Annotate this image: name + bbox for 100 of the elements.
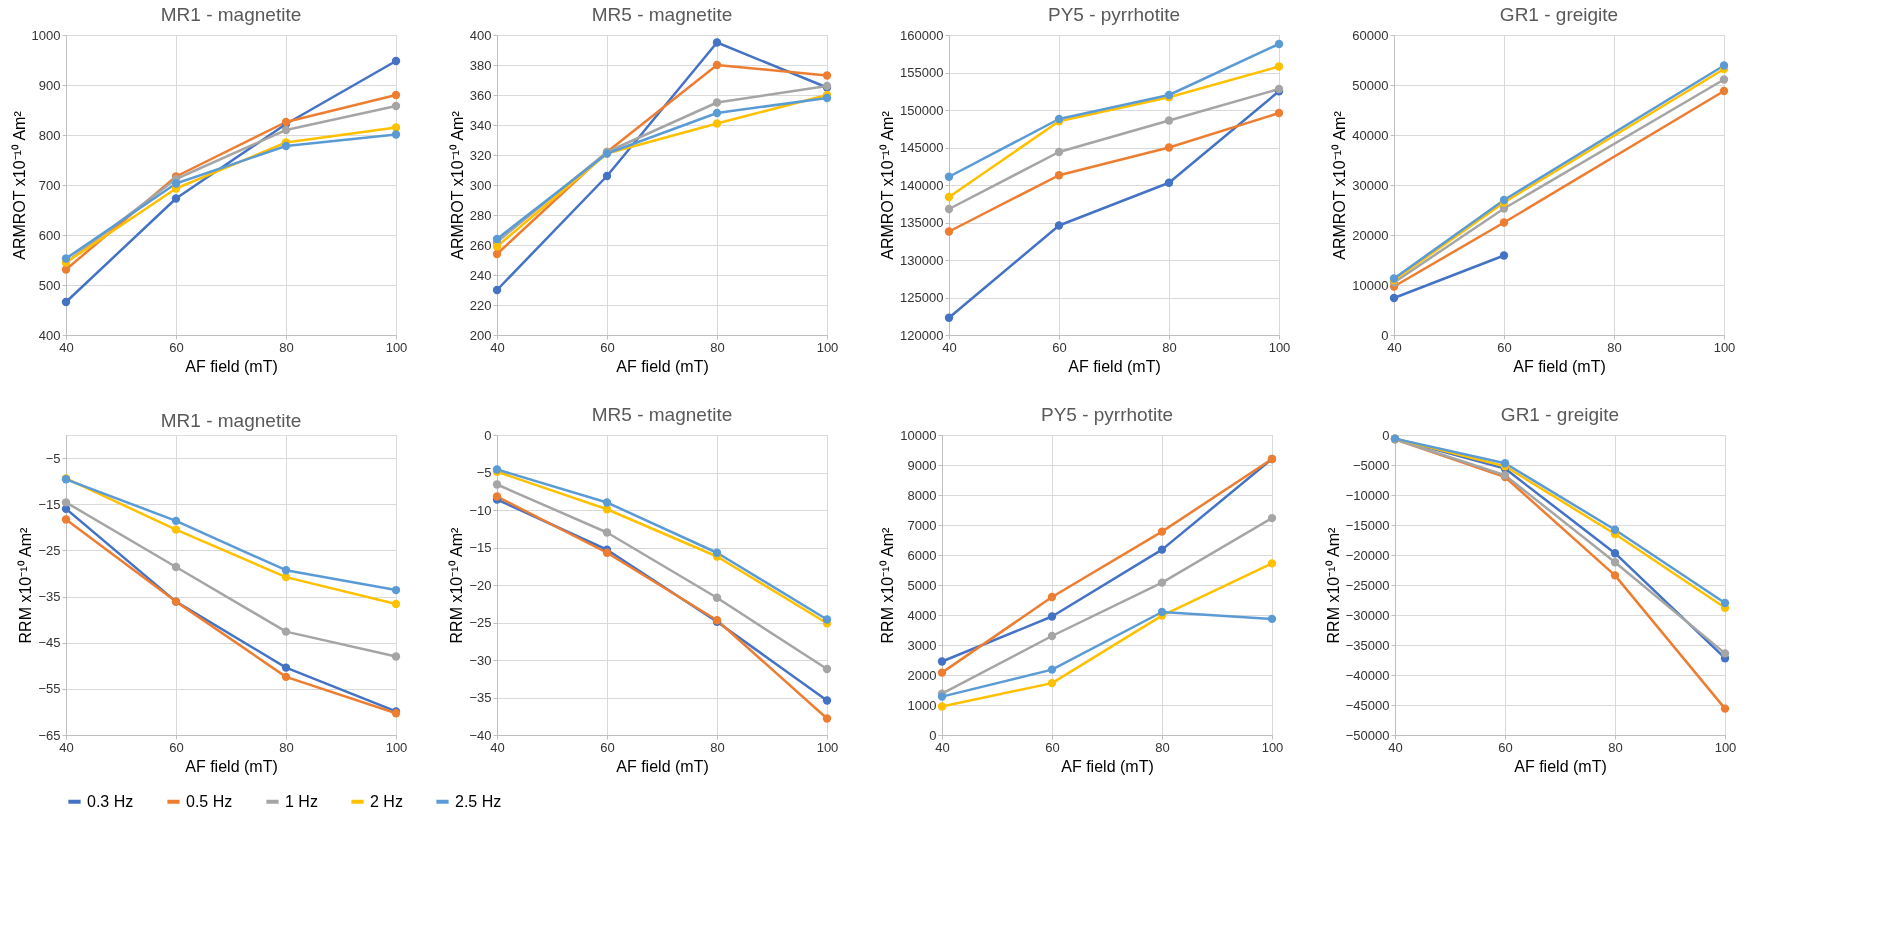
point bbox=[1054, 221, 1064, 230]
x-tick-label: 40 bbox=[1388, 739, 1403, 755]
y-tick-label: 50000 bbox=[1352, 77, 1389, 93]
x-tick-label: 80 bbox=[1607, 339, 1622, 355]
point bbox=[171, 516, 181, 526]
y-tick-label: −45 bbox=[38, 635, 61, 651]
y-tick-label: 5000 bbox=[907, 577, 937, 593]
x-tick-label: 60 bbox=[1498, 739, 1513, 755]
x-tick-label: 80 bbox=[1608, 739, 1623, 755]
point bbox=[1499, 251, 1509, 260]
y-tick-label: 800 bbox=[38, 127, 61, 143]
point bbox=[1610, 525, 1620, 534]
chart-title: MR1 - magnetite bbox=[160, 410, 302, 431]
x-tick-label: 80 bbox=[1155, 739, 1170, 755]
x-axis-title: AF field (mT) bbox=[1513, 357, 1606, 375]
y-tick-label: 10000 bbox=[900, 427, 937, 443]
chart-title: GR1 - greigite bbox=[1500, 404, 1620, 425]
point bbox=[391, 101, 401, 111]
point bbox=[602, 498, 612, 507]
y-axis-title: ARMROT x10⁻¹⁰ Am² bbox=[879, 110, 897, 260]
point bbox=[1274, 39, 1284, 49]
point bbox=[822, 696, 832, 705]
y-tick-label: −35 bbox=[38, 589, 61, 605]
y-tick-label: −25 bbox=[38, 542, 61, 558]
x-tick-label: 40 bbox=[490, 339, 505, 355]
point bbox=[391, 56, 401, 66]
x-axis-title: AF field (mT) bbox=[1061, 757, 1154, 775]
y-tick-label: 125000 bbox=[900, 290, 944, 305]
point bbox=[602, 528, 612, 537]
y-tick-label: 360 bbox=[469, 87, 492, 103]
point bbox=[822, 71, 832, 80]
point bbox=[937, 702, 947, 711]
y-tick-label: −15000 bbox=[1345, 517, 1390, 533]
point bbox=[1047, 612, 1057, 621]
y-tick-label: 10000 bbox=[1352, 277, 1389, 293]
y-tick-label: 135000 bbox=[900, 215, 944, 230]
legend-label: 2 Hz bbox=[370, 792, 403, 810]
y-tick-label: 0 bbox=[1381, 327, 1389, 343]
point bbox=[391, 130, 401, 139]
point bbox=[1720, 704, 1730, 713]
y-tick-label: −30000 bbox=[1345, 607, 1390, 623]
point bbox=[281, 566, 291, 575]
point bbox=[1267, 614, 1277, 624]
x-tick-label: 40 bbox=[1387, 339, 1402, 355]
point bbox=[171, 194, 181, 203]
chart-title: MR5 - magnetite bbox=[591, 404, 733, 425]
y-tick-label: 30000 bbox=[1352, 177, 1389, 193]
point bbox=[1047, 592, 1057, 602]
x-tick-label: 40 bbox=[935, 739, 950, 755]
y-tick-label: 500 bbox=[38, 277, 61, 293]
point bbox=[822, 664, 832, 674]
y-tick-label: −25 bbox=[469, 615, 492, 630]
y-tick-label: 0 bbox=[1382, 427, 1390, 443]
y-axis-title: RRM x10⁻¹⁰ Am² bbox=[448, 526, 466, 644]
y-tick-label: 240 bbox=[469, 267, 492, 283]
y-tick-label: 400 bbox=[38, 327, 61, 343]
y-tick-label: 320 bbox=[469, 147, 492, 163]
point bbox=[171, 179, 181, 188]
point bbox=[1389, 293, 1399, 303]
point bbox=[1610, 571, 1620, 580]
y-axis-title: ARMROT x10⁻¹⁰ Am² bbox=[10, 110, 28, 260]
legend-label: 1 Hz bbox=[285, 792, 318, 810]
point bbox=[937, 657, 947, 666]
y-tick-label: −15 bbox=[38, 496, 61, 512]
point bbox=[1720, 598, 1730, 608]
legend-label: 0.3 Hz bbox=[87, 792, 134, 810]
legend-label: 2.5 Hz bbox=[455, 792, 502, 810]
point bbox=[712, 60, 722, 70]
point bbox=[1274, 108, 1284, 118]
y-tick-label: −55 bbox=[38, 681, 61, 697]
x-axis-title: AF field (mT) bbox=[185, 357, 278, 375]
y-tick-label: 700 bbox=[38, 177, 61, 193]
y-tick-label: 9000 bbox=[907, 457, 937, 473]
point bbox=[712, 593, 722, 602]
point bbox=[281, 663, 291, 672]
y-tick-label: 3000 bbox=[907, 637, 937, 653]
point bbox=[1047, 678, 1057, 688]
point bbox=[712, 108, 722, 118]
point bbox=[1719, 75, 1729, 84]
x-tick-label: 80 bbox=[279, 339, 294, 355]
y-tick-label: −20 bbox=[469, 577, 492, 593]
y-tick-label: −50000 bbox=[1345, 727, 1390, 743]
x-tick-label: 40 bbox=[942, 339, 957, 355]
point bbox=[602, 171, 612, 181]
point bbox=[391, 599, 401, 609]
legend-label: 0.5 Hz bbox=[186, 792, 233, 810]
x-tick-label: 60 bbox=[1497, 339, 1512, 355]
point bbox=[1157, 527, 1167, 536]
x-tick-label: 60 bbox=[1052, 339, 1067, 355]
point bbox=[1054, 147, 1064, 157]
y-axis-title: RRM x10⁻¹⁰ Am² bbox=[1324, 526, 1342, 644]
x-tick-label: 80 bbox=[710, 339, 725, 355]
y-tick-label: −35 bbox=[469, 690, 492, 705]
x-axis-title: AF field (mT) bbox=[616, 357, 709, 375]
y-tick-label: 7000 bbox=[907, 517, 937, 533]
x-tick-label: 40 bbox=[59, 339, 74, 355]
point bbox=[822, 615, 832, 624]
point bbox=[391, 652, 401, 661]
y-axis-title: ARMROT x10⁻¹⁰ Am² bbox=[448, 110, 466, 260]
point bbox=[1164, 178, 1174, 187]
